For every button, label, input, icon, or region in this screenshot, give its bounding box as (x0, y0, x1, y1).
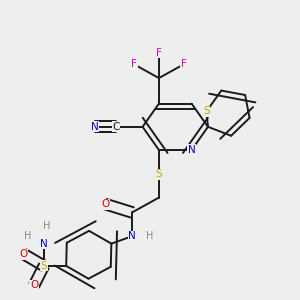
Text: H: H (146, 231, 154, 241)
Text: N: N (40, 238, 48, 249)
Text: F: F (131, 59, 137, 69)
Text: F: F (156, 47, 162, 58)
Text: F: F (181, 59, 187, 69)
Text: O: O (101, 199, 110, 209)
Text: S: S (40, 261, 47, 271)
Text: C: C (112, 122, 119, 132)
Text: N: N (188, 145, 196, 155)
Text: S: S (203, 106, 210, 116)
Text: O: O (20, 249, 28, 259)
Text: O: O (30, 280, 38, 290)
Text: H: H (43, 221, 51, 231)
Text: N: N (91, 122, 99, 132)
Text: H: H (24, 231, 31, 241)
Text: N: N (128, 231, 136, 241)
Text: S: S (156, 169, 162, 179)
